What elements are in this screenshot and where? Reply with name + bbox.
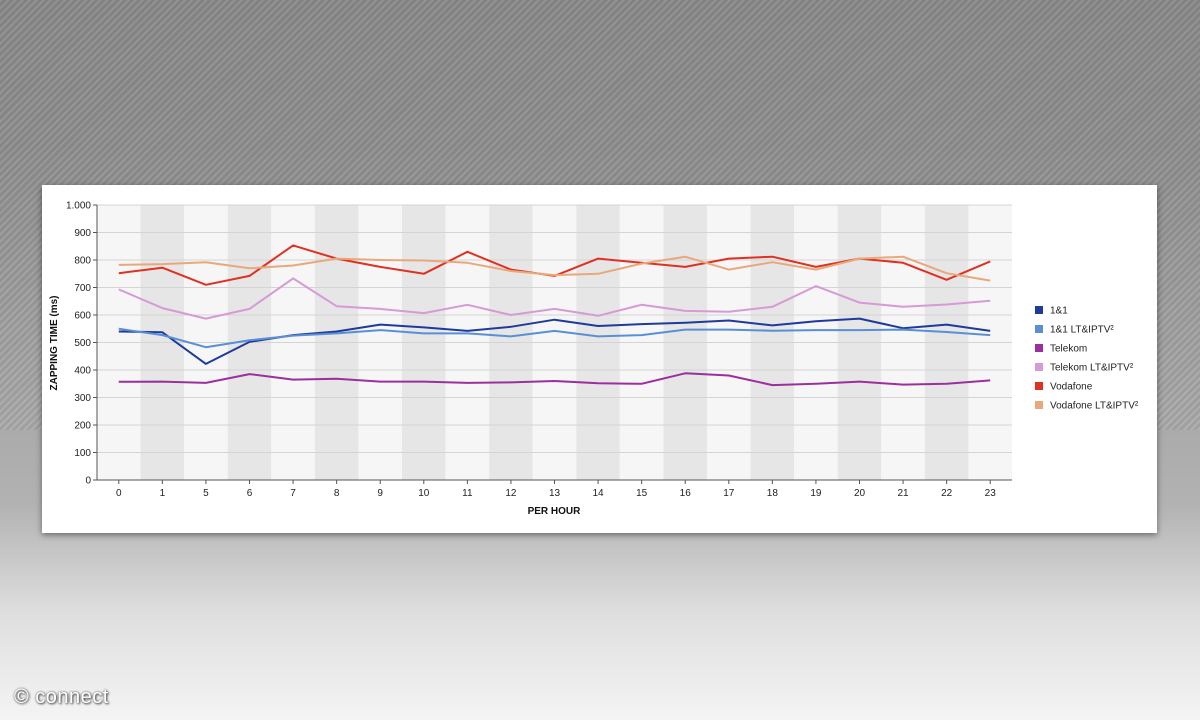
x-tick-label: 22 [941,488,953,499]
legend-swatch [1035,363,1043,371]
legend-label: Vodafone LT&IPTV² [1050,401,1139,412]
x-tick-label: 21 [898,488,910,499]
legend-label: 1&1 [1050,306,1068,317]
x-tick-label: 11 [462,488,473,499]
legend-label: Vodafone [1050,382,1093,393]
y-tick-label: 800 [74,256,91,267]
y-tick-label: 700 [74,283,91,294]
x-tick-label: 18 [767,488,779,499]
x-tick-label: 0 [116,488,122,499]
series-line [118,255,991,282]
y-tick-labels: 0 100 200 300 400 500 600 700 800 900 1.000 [66,201,91,487]
x-tick-label: 23 [985,488,997,499]
legend: 1&1 1&1 LT&IPTV² Telekom Telekom LT&IPTV² Vo… [1035,306,1139,412]
x-tick-label: 17 [723,488,735,499]
legend-label: Telekom [1050,344,1087,355]
x-tick-label: 6 [247,488,253,499]
x-tick-label: 9 [377,488,383,499]
y-tick-label: 100 [74,448,91,459]
x-tick-label: 7 [290,488,296,499]
axes [96,205,1012,484]
x-tick-labels: 0 1 5 6 7 8 9 10 11 12 13 14 15 16 17 18 19 20 21 22 23 [116,488,996,499]
y-tick-label: 500 [74,338,91,349]
legend-label: 1&1 LT&IPTV² [1050,325,1114,336]
x-tick-label: 19 [810,488,822,499]
x-tick-label: 12 [505,488,517,499]
x-tick-label: 8 [334,488,340,499]
legend-swatch [1035,382,1043,390]
y-tick-label: 1.000 [66,201,91,212]
grid-lines [93,204,1012,481]
x-tick-label: 14 [593,488,605,499]
watermark: © connect [14,686,109,708]
series-lines [118,244,991,387]
y-tick-label: 0 [85,476,91,487]
x-tick-label: 10 [418,488,430,499]
x-tick-label: 13 [549,488,561,499]
y-tick-label: 200 [74,421,91,432]
x-axis-title: PER HOUR [528,506,582,517]
legend-label: Telekom LT&IPTV² [1050,363,1134,374]
series-line [118,372,991,387]
x-tick-label: 1 [160,488,166,499]
series-line [118,277,991,320]
y-axis-title: ZAPPING TIME (ms) [49,295,60,390]
x-tick-label: 5 [203,488,209,499]
legend-swatch [1035,401,1043,409]
y-tick-label: 900 [74,228,91,239]
x-tick-label: 15 [636,488,648,499]
legend-swatch [1035,306,1043,314]
series-line [118,327,991,349]
legend-swatch [1035,344,1043,352]
x-tick-label: 16 [680,488,692,499]
legend-swatch [1035,325,1043,333]
y-tick-label: 300 [74,393,91,404]
y-tick-label: 400 [74,366,91,377]
x-tick-label: 20 [854,488,866,499]
y-tick-label: 600 [74,311,91,322]
